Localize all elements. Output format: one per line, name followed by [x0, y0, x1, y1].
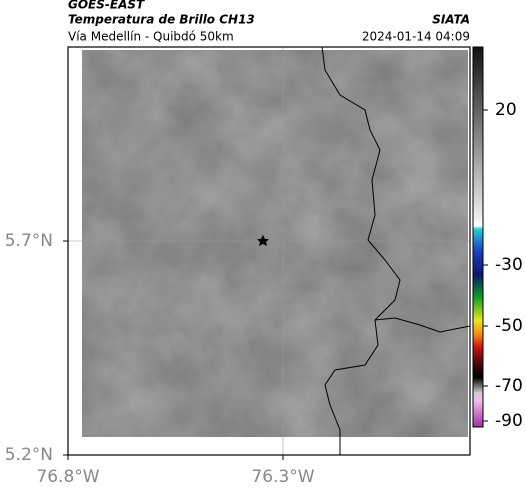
- colorbar-label: -50: [495, 316, 523, 336]
- timestamp: 2024-01-14 04:09: [362, 30, 470, 44]
- source: SIATA: [432, 13, 470, 27]
- x-tick-label: 76.3°W: [251, 467, 314, 487]
- map-frame: [67, 46, 471, 456]
- region: Vía Medellín - Quibdó 50km: [68, 30, 234, 44]
- border: [321, 46, 401, 455]
- x-tick-label: 76.8°W: [36, 467, 99, 487]
- satellite: GOES-EAST: [68, 0, 145, 12]
- y-tick-label: 5.7°N: [5, 231, 53, 251]
- colorbar-label: -70: [495, 376, 523, 396]
- colorbar-label: -30: [495, 255, 523, 275]
- colorbar-label: 20: [495, 100, 517, 120]
- product: Temperatura de Brillo CH13: [68, 13, 255, 27]
- colorbar-label: -90: [495, 411, 523, 431]
- imagery-texture: [82, 50, 468, 437]
- colorbar: [472, 46, 484, 428]
- location-marker: [257, 235, 269, 246]
- labels: 76.8°W 76.3°W 5.7°N 5.2°N 20 -30 -50 -70 -90: [5, 100, 523, 487]
- border: [374, 317, 471, 333]
- y-tick-label: 5.2°N: [5, 445, 53, 465]
